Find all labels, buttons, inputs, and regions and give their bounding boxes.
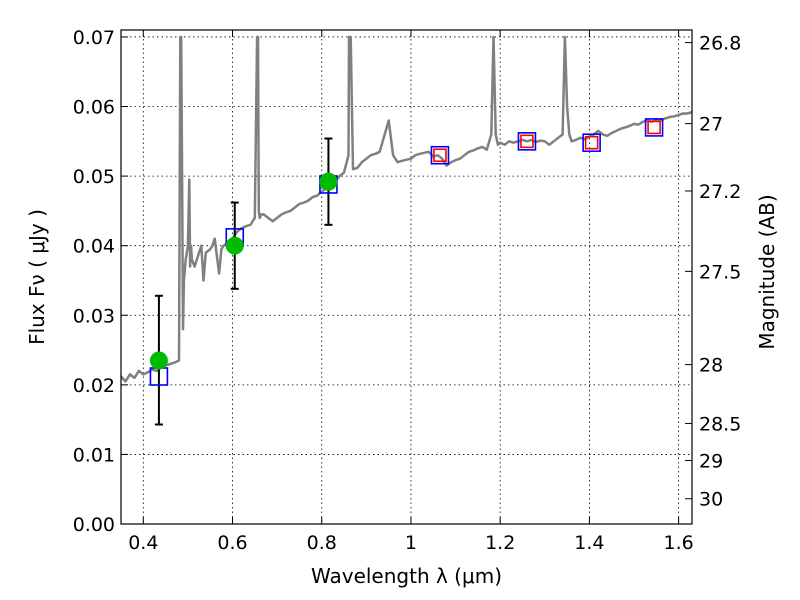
- y2-tick-label: 27.5: [699, 261, 741, 283]
- x-tick-label: 0.8: [307, 532, 337, 554]
- x-tick-label: 0.4: [128, 532, 158, 554]
- y-axis-label: Flux Fν ( μJy ): [25, 209, 49, 345]
- model-square-marker: [430, 145, 450, 165]
- x-tick-label: 1.2: [485, 532, 515, 554]
- y2-tick-label: 30: [699, 489, 723, 511]
- y-tick-label: 0.04: [73, 236, 115, 258]
- observed-square-marker: [520, 134, 534, 149]
- y-tick-label: 0.05: [73, 166, 115, 188]
- model-square-marker: [517, 132, 537, 151]
- y-tick-label: 0.01: [73, 444, 115, 466]
- y-tick-label: 0.07: [73, 27, 115, 49]
- plot-area: [121, 35, 692, 426]
- x-axis-label: Wavelength λ (μm): [311, 564, 502, 588]
- y-tick-label: 0.00: [73, 514, 115, 536]
- observed-flux-point: [149, 351, 168, 370]
- observed-flux-point: [319, 172, 338, 191]
- y2-tick-label: 27: [699, 114, 723, 136]
- x-tick-label: 1.4: [574, 532, 604, 554]
- axes-frame: [120, 29, 693, 525]
- model-square-marker: [644, 118, 664, 137]
- observed-square-marker: [584, 135, 599, 150]
- y-tick-label: 0.02: [73, 375, 115, 397]
- spectrum-line: [121, 35, 692, 383]
- y2-tick-label: 28.5: [699, 413, 741, 435]
- y-tick-label: 0.06: [73, 97, 115, 119]
- ticks: [121, 30, 692, 525]
- y2-tick-label: 26.8: [699, 33, 741, 55]
- observed-flux-point: [225, 236, 244, 255]
- tick-labels: 0.4 0.6 0.8 1 1.2 1.4 1.6 0.00 0.01 0.02 0.03 0.04 0…: [73, 27, 742, 554]
- y2-tick-label: 27.2: [699, 181, 741, 203]
- x-tick-label: 0.6: [217, 532, 247, 554]
- x-tick-label: 1: [405, 532, 417, 554]
- y2-axis-label: Magnitude (AB): [755, 194, 779, 349]
- x-tick-label: 1.6: [664, 532, 694, 554]
- y2-tick-label: 28: [699, 355, 723, 377]
- observed-square-marker: [647, 120, 661, 135]
- observed-square-marker: [433, 148, 447, 163]
- model-square-marker: [582, 133, 601, 153]
- y2-tick-label: 29: [699, 451, 723, 473]
- y-tick-label: 0.03: [73, 305, 115, 327]
- grid: [121, 30, 692, 525]
